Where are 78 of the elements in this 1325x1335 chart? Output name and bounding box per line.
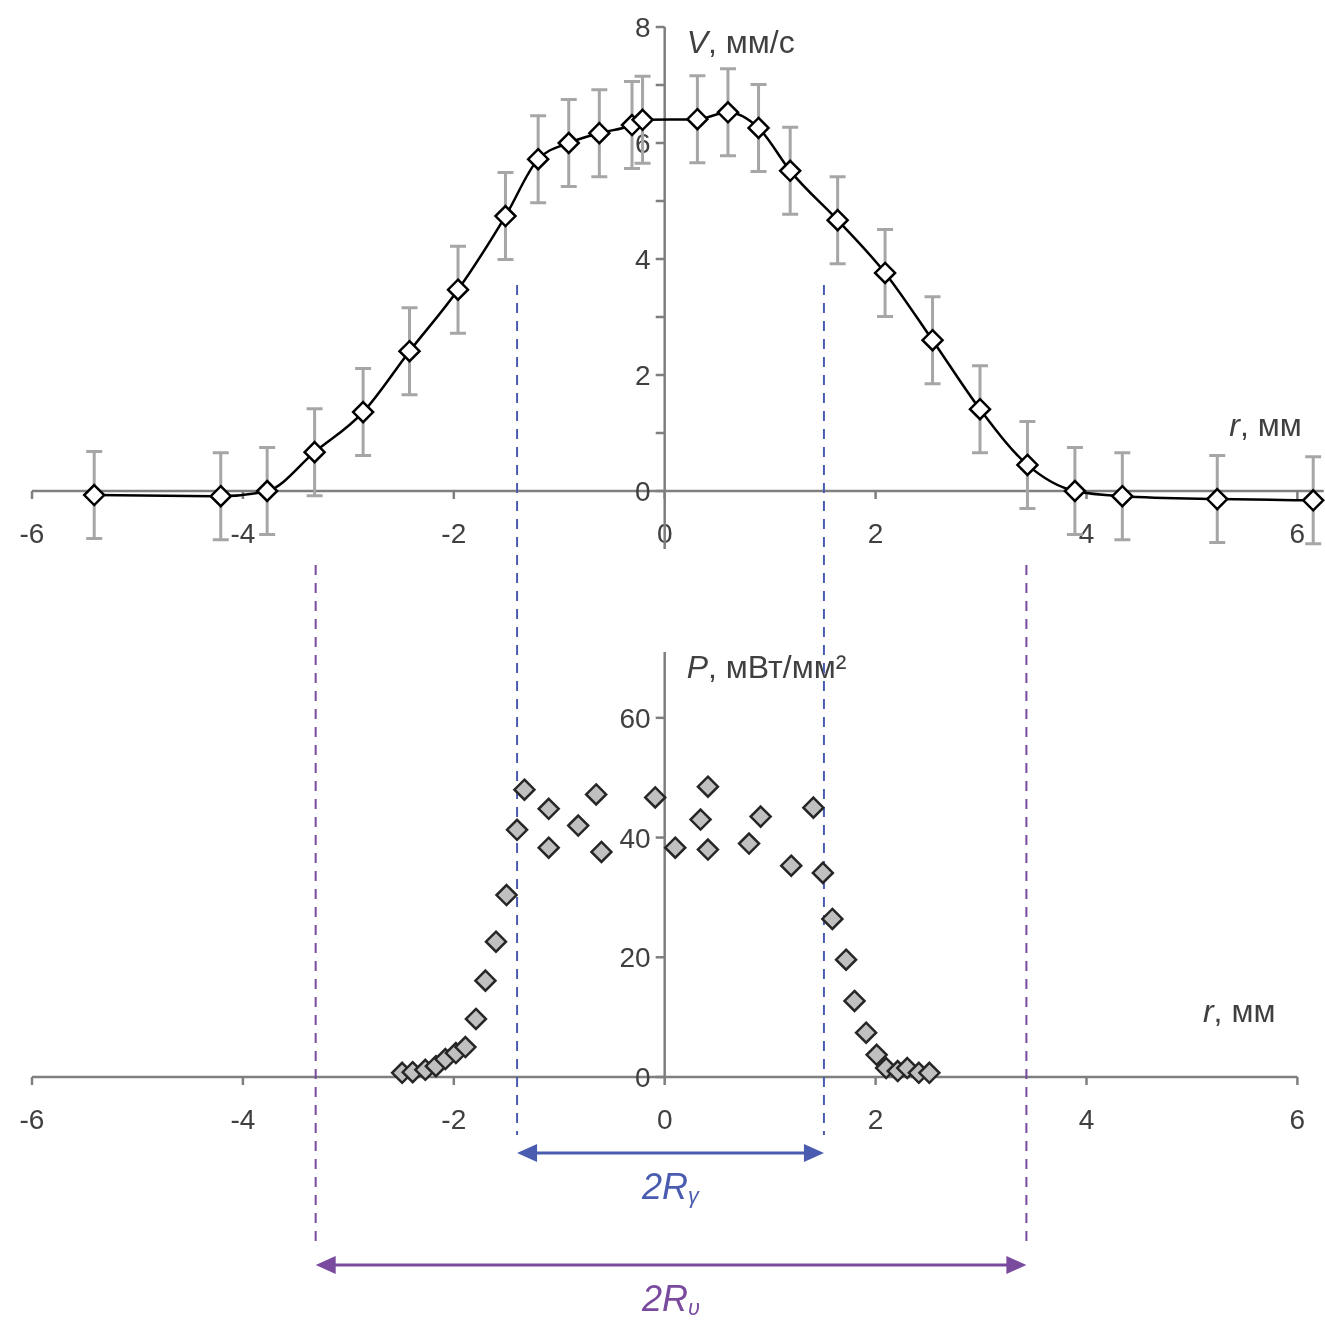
x-tick-label: 4 [1078,518,1095,549]
point [584,783,608,806]
point [495,883,518,907]
point [778,159,802,183]
x-tick-label: 2 [867,518,884,549]
point [588,121,611,145]
point [918,1061,941,1085]
point [854,1021,878,1044]
point [865,1043,888,1067]
point [82,483,106,507]
y-tick-label: 60 [619,702,651,734]
point [664,836,687,859]
point [464,1007,488,1031]
point [351,400,375,424]
x-axis-title: r, мм [1202,993,1276,1029]
point [494,204,517,228]
point [1206,487,1229,511]
point [811,861,835,885]
x-tick-label: 6 [1289,518,1306,549]
point [631,108,654,132]
y-tick-label: 20 [619,942,651,974]
x-tick-label: 0 [656,1104,673,1135]
x-tick-label: 4 [1078,1104,1095,1135]
x-tick-label: 2 [867,1104,884,1135]
point [716,101,740,124]
point [446,278,470,301]
point [537,836,560,859]
point [557,131,580,155]
x-axis-title: r, мм [1229,407,1302,443]
point [505,818,529,842]
point [398,339,421,363]
point [643,786,667,809]
x-tick-label: -2 [441,1104,467,1135]
point [566,814,590,837]
point [821,907,844,931]
point [686,107,709,131]
point [696,838,720,861]
point [737,832,761,855]
point [873,261,897,285]
point [526,147,550,171]
point [802,796,825,819]
point [474,969,497,992]
point [209,484,233,508]
point [454,1035,477,1059]
point [1063,479,1087,503]
point [303,440,326,464]
point [843,989,866,1013]
point [1301,489,1325,512]
point [1111,484,1134,508]
y-tick-label: 4 [635,244,651,275]
point [749,805,772,828]
x-tick-label: -6 [19,1104,45,1135]
y-axis-title: P, мВт/мм² [686,649,847,685]
point [537,797,560,821]
point [696,775,720,798]
x-tick-label: 6 [1289,1104,1306,1135]
point [747,116,770,140]
text: 2R$_{υ}$ [641,1278,701,1321]
point [590,840,613,864]
y-axis-title: V, мм/с [686,24,795,60]
point [484,930,508,953]
y-tick-label: 40 [619,822,651,854]
point [826,208,849,232]
y-tick-label: 2 [635,360,651,391]
point [968,397,992,421]
x-tick-label: -2 [441,518,467,549]
point [255,479,279,503]
x-tick-label: -4 [230,518,256,549]
point [779,854,803,877]
x-tick-label: -6 [19,518,45,549]
x-tick-label: -4 [230,1104,256,1135]
point [1016,453,1039,477]
point [513,778,536,801]
point [689,808,712,831]
y-tick-label: 8 [635,12,651,43]
point [834,948,858,971]
point [921,328,944,352]
text: 2R$_{γ}$ [641,1166,701,1209]
